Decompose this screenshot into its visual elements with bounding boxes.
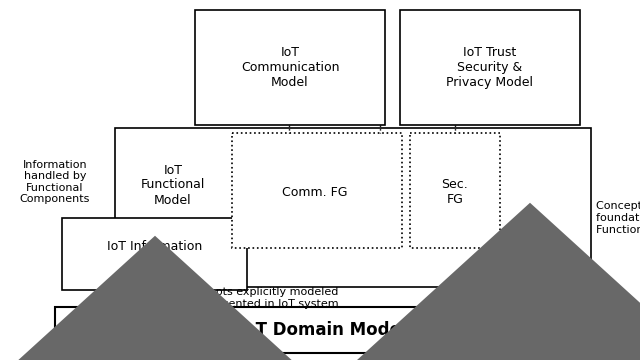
Text: IoT
Functional
Model: IoT Functional Model (141, 163, 205, 207)
Bar (195, 10, 385, 125)
Bar (55, 307, 590, 353)
Text: Sec.
FG: Sec. FG (442, 178, 468, 206)
Text: Comm. FG: Comm. FG (282, 185, 348, 198)
Bar (410, 133, 500, 248)
Text: IoT
Communication
Model: IoT Communication Model (241, 46, 339, 89)
Bar (232, 133, 402, 248)
Text: IoT Information
Model: IoT Information Model (107, 240, 202, 268)
Text: Information
handled by
Functional
Components: Information handled by Functional Compon… (20, 159, 90, 204)
Text: Concepts as
foundations of
Functional Groups: Concepts as foundations of Functional Gr… (596, 201, 640, 235)
Bar (62, 218, 247, 290)
Text: IoT Trust
Security &
Privacy Model: IoT Trust Security & Privacy Model (447, 46, 534, 89)
Bar (115, 128, 591, 287)
Text: Concepts explicitly modeled
& represented in IoT system: Concepts explicitly modeled & represente… (181, 287, 339, 309)
Bar (400, 10, 580, 125)
Text: IoT Domain Model: IoT Domain Model (238, 321, 407, 339)
